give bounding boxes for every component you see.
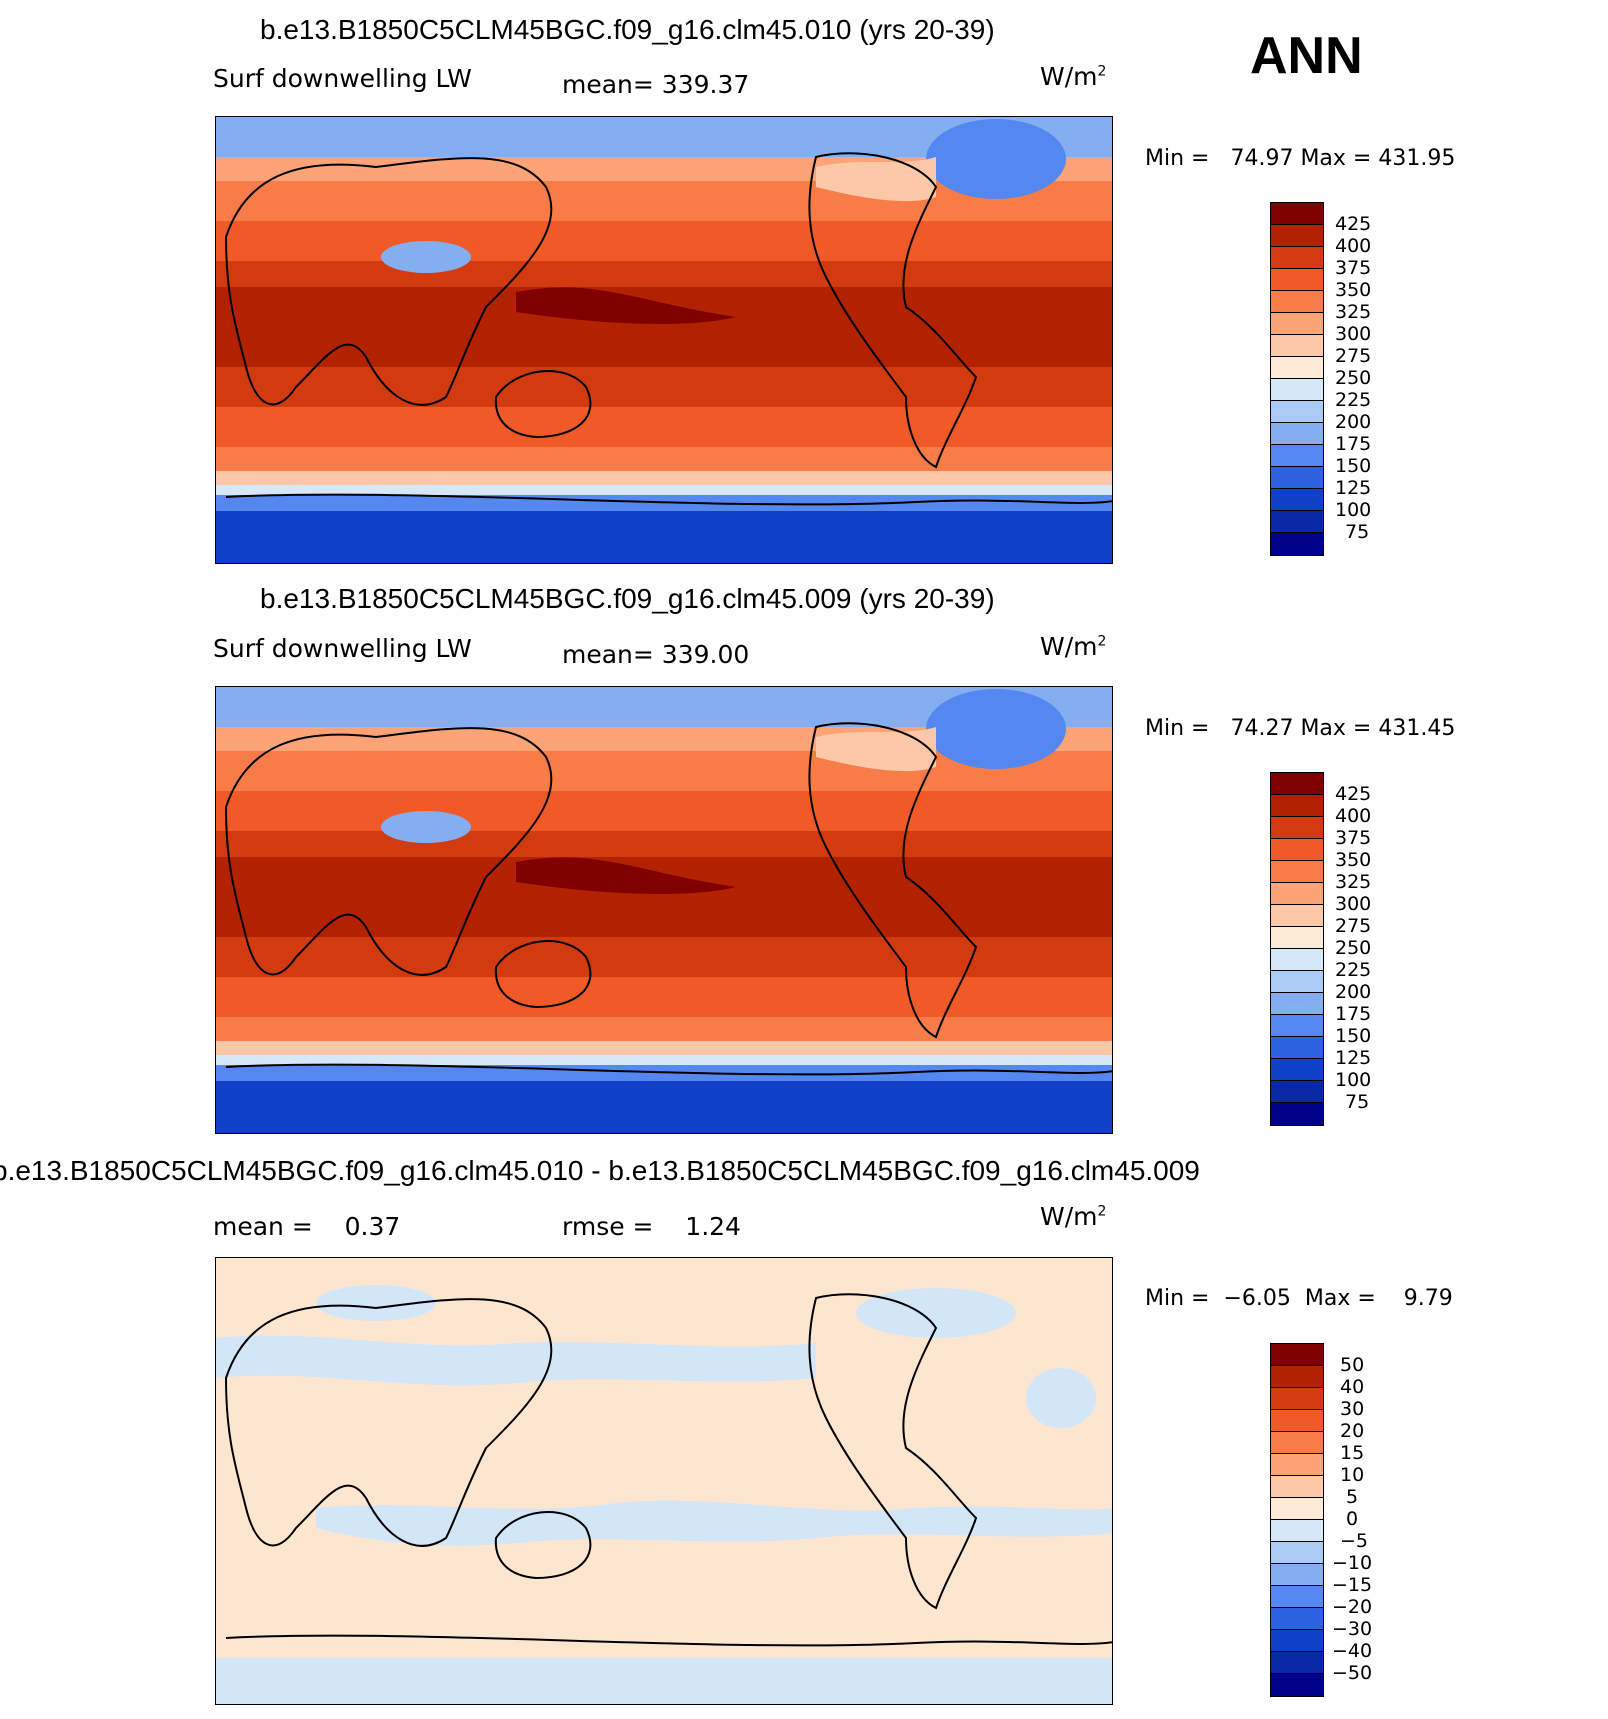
panel-3-tick: −5 bbox=[1340, 1530, 1369, 1552]
panel-3-tick: −40 bbox=[1332, 1640, 1373, 1662]
panel-3-tick: 50 bbox=[1340, 1354, 1365, 1376]
panel-3-tick: −50 bbox=[1332, 1662, 1373, 1684]
panel-1-mean: mean= 339.37 bbox=[562, 70, 750, 99]
panel-3-units: W/m2 bbox=[1040, 1202, 1107, 1231]
panel-2-title: b.e13.B1850C5CLM45BGC.f09_g16.clm45.009 … bbox=[260, 583, 995, 614]
panel-3-mean: mean = 0.37 bbox=[213, 1212, 401, 1241]
panel-1-title: b.e13.B1850C5CLM45BGC.f09_g16.clm45.010 … bbox=[260, 14, 995, 45]
panel-2-tick: 275 bbox=[1335, 915, 1372, 937]
panel-1-units: W/m2 bbox=[1040, 62, 1107, 91]
panel-2-tick: 225 bbox=[1335, 959, 1372, 981]
panel-1-tick: 375 bbox=[1335, 257, 1372, 279]
panel-3-tick: 10 bbox=[1340, 1464, 1365, 1486]
panel-1-colorbar bbox=[1270, 202, 1324, 556]
panel-1-minmax: Min = 74.97 Max = 431.95 bbox=[1145, 146, 1456, 171]
panel-3-tick: 15 bbox=[1340, 1442, 1365, 1464]
panel-1-tick: 75 bbox=[1345, 521, 1370, 543]
panel-2-tick: 425 bbox=[1335, 783, 1372, 805]
panel-3-minmax: Min = −6.05 Max = 9.79 bbox=[1145, 1286, 1453, 1311]
panel-2-units: W/m2 bbox=[1040, 632, 1107, 661]
panel-1-tick: 100 bbox=[1335, 499, 1372, 521]
panel-3-tick: −10 bbox=[1332, 1552, 1373, 1574]
panel-2-tick: 350 bbox=[1335, 849, 1372, 871]
panel-2-tick: 375 bbox=[1335, 827, 1372, 849]
panel-1-tick: 275 bbox=[1335, 345, 1372, 367]
panel-1-map bbox=[215, 116, 1113, 564]
panel-1-variable: Surf downwelling LW bbox=[213, 64, 472, 93]
panel-3-tick: −15 bbox=[1332, 1574, 1373, 1596]
panel-1-tick: 325 bbox=[1335, 301, 1372, 323]
panel-3-rmse: rmse = 1.24 bbox=[562, 1212, 741, 1241]
panel-1-tick: 400 bbox=[1335, 235, 1372, 257]
panel-2-tick: 200 bbox=[1335, 981, 1372, 1003]
panel-1-tick: 150 bbox=[1335, 455, 1372, 477]
panel-1-tick: 125 bbox=[1335, 477, 1372, 499]
panel-3-colorbar bbox=[1270, 1343, 1324, 1697]
panel-1-tick: 250 bbox=[1335, 367, 1372, 389]
panel-2-map bbox=[215, 686, 1113, 1134]
panel-3-map bbox=[215, 1257, 1113, 1705]
panel-1-tick: 175 bbox=[1335, 433, 1372, 455]
panel-2-variable: Surf downwelling LW bbox=[213, 634, 472, 663]
panel-2-tick: 400 bbox=[1335, 805, 1372, 827]
panel-1-tick: 425 bbox=[1335, 213, 1372, 235]
panel-3-title: b.e13.B1850C5CLM45BGC.f09_g16.clm45.010 … bbox=[0, 1155, 1200, 1186]
panel-3-tick: −20 bbox=[1332, 1596, 1373, 1618]
panel-1-tick: 350 bbox=[1335, 279, 1372, 301]
panel-3-tick: 30 bbox=[1340, 1398, 1365, 1420]
panel-3-tick: 20 bbox=[1340, 1420, 1365, 1442]
panel-2-tick: 100 bbox=[1335, 1069, 1372, 1091]
panel-3-tick: 5 bbox=[1346, 1486, 1359, 1508]
season-label: ANN bbox=[1250, 27, 1363, 85]
panel-2-tick: 300 bbox=[1335, 893, 1372, 915]
panel-3-tick: 0 bbox=[1346, 1508, 1359, 1530]
panel-3-tick: 40 bbox=[1340, 1376, 1365, 1398]
panel-1-tick: 200 bbox=[1335, 411, 1372, 433]
panel-2-tick: 75 bbox=[1345, 1091, 1370, 1113]
panel-2-tick: 150 bbox=[1335, 1025, 1372, 1047]
panel-2-tick: 125 bbox=[1335, 1047, 1372, 1069]
panel-2-colorbar bbox=[1270, 772, 1324, 1126]
panel-1-tick: 300 bbox=[1335, 323, 1372, 345]
panel-2-tick: 250 bbox=[1335, 937, 1372, 959]
panel-1-tick: 225 bbox=[1335, 389, 1372, 411]
panel-2-tick: 325 bbox=[1335, 871, 1372, 893]
panel-2-mean: mean= 339.00 bbox=[562, 640, 750, 669]
panel-3-tick: −30 bbox=[1332, 1618, 1373, 1640]
panel-2-tick: 175 bbox=[1335, 1003, 1372, 1025]
panel-2-minmax: Min = 74.27 Max = 431.45 bbox=[1145, 716, 1456, 741]
